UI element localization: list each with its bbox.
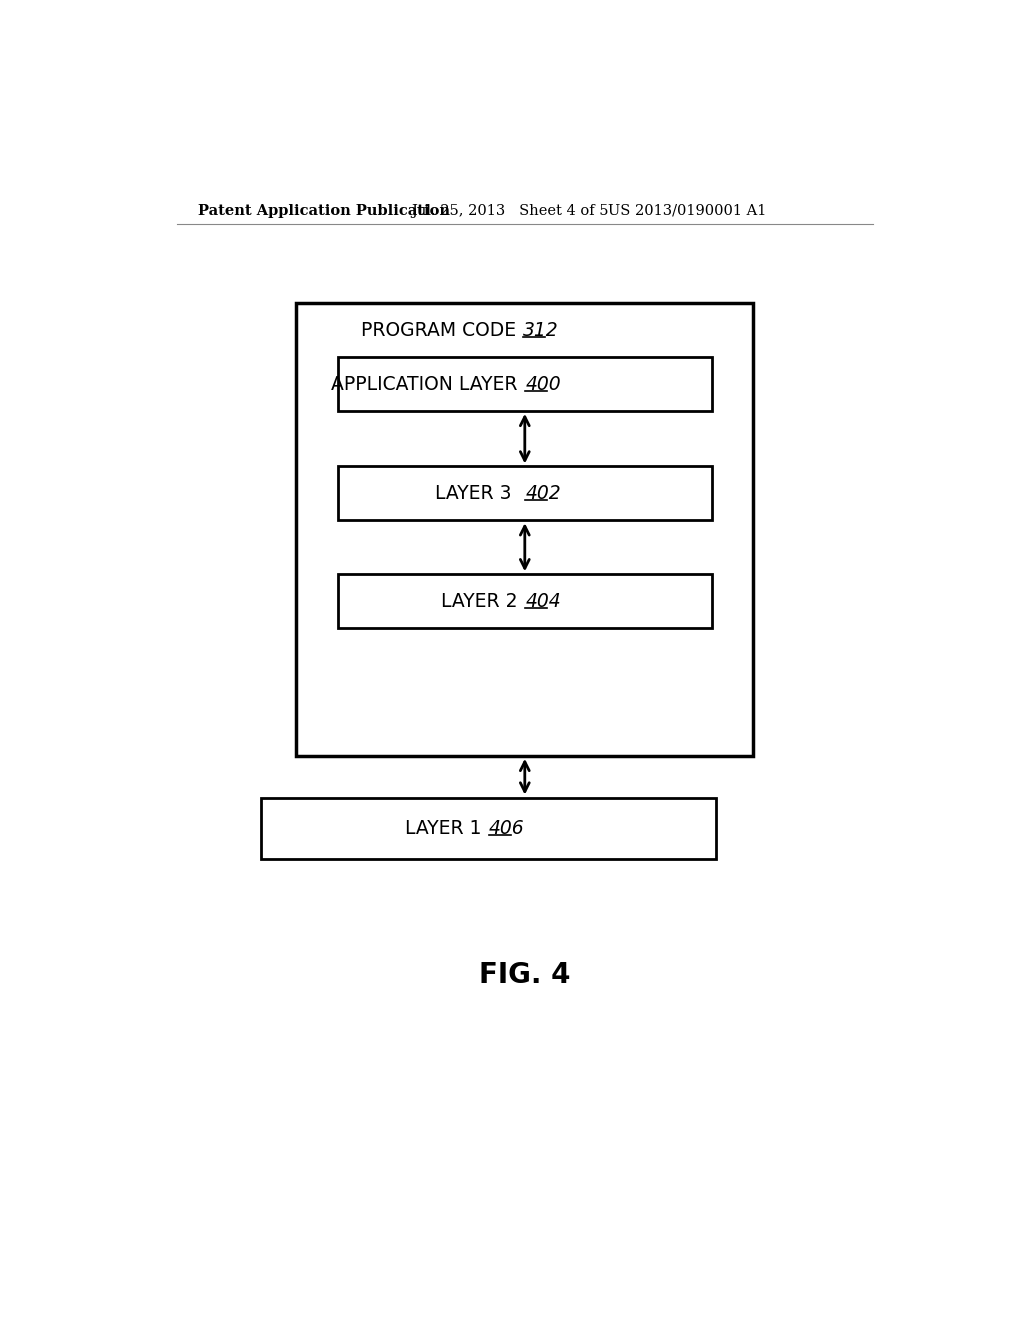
- Text: FIG. 4: FIG. 4: [479, 961, 570, 989]
- Text: 406: 406: [488, 818, 524, 838]
- Text: 404: 404: [525, 591, 561, 611]
- Bar: [296, 304, 754, 756]
- Bar: [339, 358, 712, 411]
- Bar: [261, 797, 716, 859]
- Text: LAYER 3: LAYER 3: [435, 484, 523, 503]
- Text: PROGRAM CODE: PROGRAM CODE: [360, 321, 521, 339]
- Text: APPLICATION LAYER: APPLICATION LAYER: [331, 375, 523, 393]
- Bar: [339, 574, 712, 628]
- Text: 312: 312: [523, 321, 559, 339]
- Text: US 2013/0190001 A1: US 2013/0190001 A1: [608, 203, 766, 218]
- Text: Patent Application Publication: Patent Application Publication: [199, 203, 451, 218]
- Text: LAYER 2: LAYER 2: [441, 591, 523, 611]
- Text: Jul. 25, 2013   Sheet 4 of 5: Jul. 25, 2013 Sheet 4 of 5: [412, 203, 609, 218]
- Text: 402: 402: [525, 484, 561, 503]
- Bar: [339, 466, 712, 520]
- Text: 400: 400: [525, 375, 561, 393]
- Text: LAYER 1: LAYER 1: [404, 818, 487, 838]
